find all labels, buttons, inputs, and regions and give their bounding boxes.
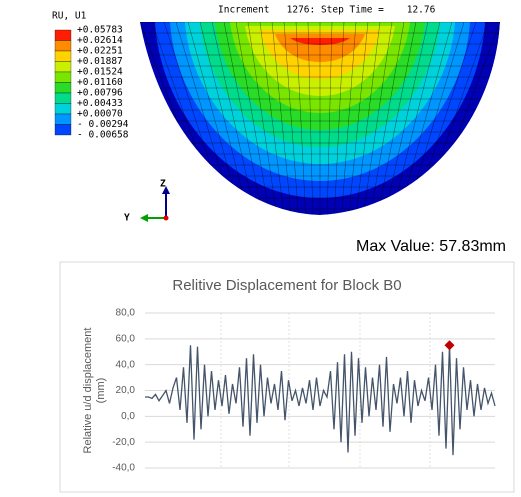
mesh-line bbox=[348, 22, 369, 215]
triad-y: Y bbox=[124, 213, 130, 224]
triad-z: Z bbox=[160, 179, 166, 190]
legend-swatch bbox=[54, 71, 72, 83]
y-tick-label: -40,0 bbox=[112, 463, 135, 474]
legend-label: +0.01524 bbox=[77, 67, 123, 78]
mesh-line bbox=[223, 22, 263, 215]
mesh-line bbox=[398, 22, 453, 215]
legend-swatch bbox=[54, 103, 72, 115]
y-axis-label: (mm) bbox=[95, 378, 107, 404]
legend-label: +0.05783 bbox=[77, 25, 123, 36]
y-tick-label: 60,0 bbox=[116, 333, 136, 344]
legend-swatch bbox=[54, 61, 72, 73]
max-marker bbox=[444, 340, 455, 351]
mesh-line bbox=[187, 22, 242, 215]
mesh-line bbox=[334, 22, 345, 215]
y-tick-label: 0,0 bbox=[121, 411, 135, 422]
mesh-line bbox=[370, 22, 405, 215]
legend-swatch bbox=[54, 50, 72, 62]
legend-swatch bbox=[54, 29, 72, 41]
increment-header: Increment 1276: Step Time = 12.76 bbox=[218, 5, 436, 16]
mesh-line bbox=[326, 22, 333, 215]
legend-label: +0.00070 bbox=[77, 109, 123, 120]
mesh-line bbox=[377, 22, 417, 215]
legend-title: RU, U1 bbox=[52, 11, 87, 22]
legend-label: +0.00433 bbox=[77, 98, 123, 109]
legend-label: - 0.00294 bbox=[77, 119, 129, 130]
mesh-line bbox=[295, 22, 306, 215]
y-tick-label: 20,0 bbox=[116, 385, 136, 396]
mesh-line bbox=[384, 22, 429, 215]
legend-label: +0.00796 bbox=[77, 88, 123, 99]
legend-swatch bbox=[54, 124, 72, 136]
legend-swatch bbox=[54, 82, 72, 94]
chart-title: Relitive Displacement for Block B0 bbox=[172, 277, 401, 294]
legend-label: +0.01160 bbox=[77, 77, 123, 88]
max-value: Max Value: 57.83mm bbox=[356, 238, 506, 255]
series-line bbox=[145, 345, 496, 456]
mesh-line bbox=[247, 22, 278, 215]
mesh-line bbox=[211, 22, 256, 215]
mesh-line bbox=[199, 22, 249, 215]
mesh-line bbox=[259, 22, 285, 215]
y-axis-label: Relative u/d displacement bbox=[82, 328, 94, 454]
mesh-line bbox=[271, 22, 292, 215]
triad bbox=[140, 186, 170, 222]
legend-label: +0.02251 bbox=[77, 46, 123, 57]
chart-frame bbox=[59, 261, 515, 493]
legend-swatch bbox=[54, 113, 72, 125]
mesh-line bbox=[235, 22, 270, 215]
legend-label: - 0.00658 bbox=[77, 130, 129, 141]
mesh-line bbox=[283, 22, 299, 215]
legend-swatch bbox=[54, 40, 72, 52]
mesh-line bbox=[355, 22, 381, 215]
mesh-line bbox=[307, 22, 314, 215]
legend-swatch bbox=[54, 92, 72, 104]
mesh-line bbox=[341, 22, 357, 215]
y-tick-label: -20,0 bbox=[112, 437, 135, 448]
contour-plot bbox=[140, 22, 500, 215]
y-tick-label: 80,0 bbox=[116, 308, 136, 319]
mesh-line bbox=[391, 22, 441, 215]
legend-label: +0.01887 bbox=[77, 56, 123, 67]
legend-label: +0.02614 bbox=[77, 35, 123, 46]
mesh-line bbox=[362, 22, 393, 215]
y-tick-label: 40,0 bbox=[116, 359, 136, 370]
